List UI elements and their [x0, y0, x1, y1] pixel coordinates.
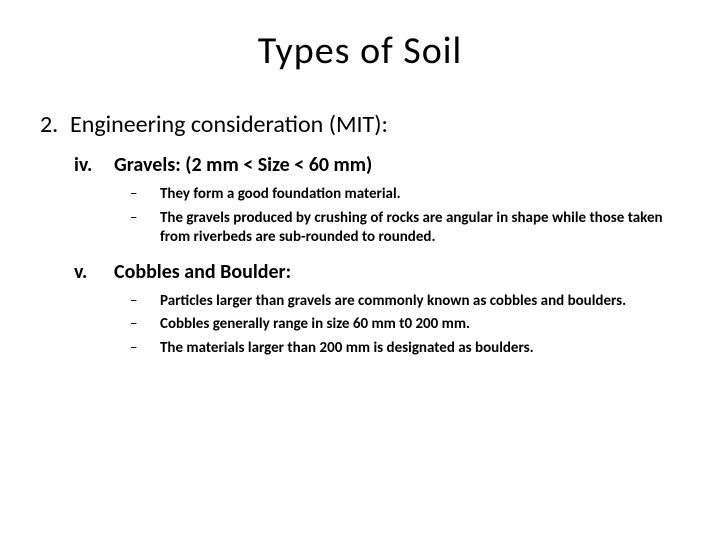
- subitem-v: v. Cobbles and Boulder:: [74, 260, 680, 284]
- slide-title: Types of Soil: [40, 28, 680, 74]
- section-heading: Engineering consideration (MIT):: [70, 110, 388, 139]
- subitem-marker: iv.: [74, 153, 114, 177]
- bullet-text: Cobbles generally range in size 60 mm t0…: [160, 315, 470, 335]
- dash-icon: –: [130, 185, 160, 205]
- dash-icon: –: [130, 339, 160, 359]
- dash-icon: –: [130, 292, 160, 312]
- bullet-row: – The gravels produced by crushing of ro…: [130, 209, 680, 248]
- bullet-row: – Particles larger than gravels are comm…: [130, 292, 680, 312]
- bullet-row: – They form a good foundation material.: [130, 185, 680, 205]
- bullet-row: – Cobbles generally range in size 60 mm …: [130, 315, 680, 335]
- bullet-text: Particles larger than gravels are common…: [160, 292, 626, 312]
- subitem-iv: iv. Gravels: (2 mm < Size < 60 mm): [74, 153, 680, 177]
- bullet-text: The materials larger than 200 mm is desi…: [160, 339, 534, 359]
- subitem-marker: v.: [74, 260, 114, 284]
- bullet-text: The gravels produced by crushing of rock…: [160, 209, 680, 248]
- slide: Types of Soil 2. Engineering considerati…: [0, 0, 720, 540]
- dash-icon: –: [130, 209, 160, 248]
- bullet-row: – The materials larger than 200 mm is de…: [130, 339, 680, 359]
- subitem-heading: Gravels: (2 mm < Size < 60 mm): [114, 153, 372, 177]
- section-numbered: 2. Engineering consideration (MIT):: [40, 110, 680, 139]
- subitem-heading: Cobbles and Boulder:: [114, 260, 291, 284]
- bullet-text: They form a good foundation material.: [160, 185, 401, 205]
- section-number: 2.: [40, 110, 70, 139]
- dash-icon: –: [130, 315, 160, 335]
